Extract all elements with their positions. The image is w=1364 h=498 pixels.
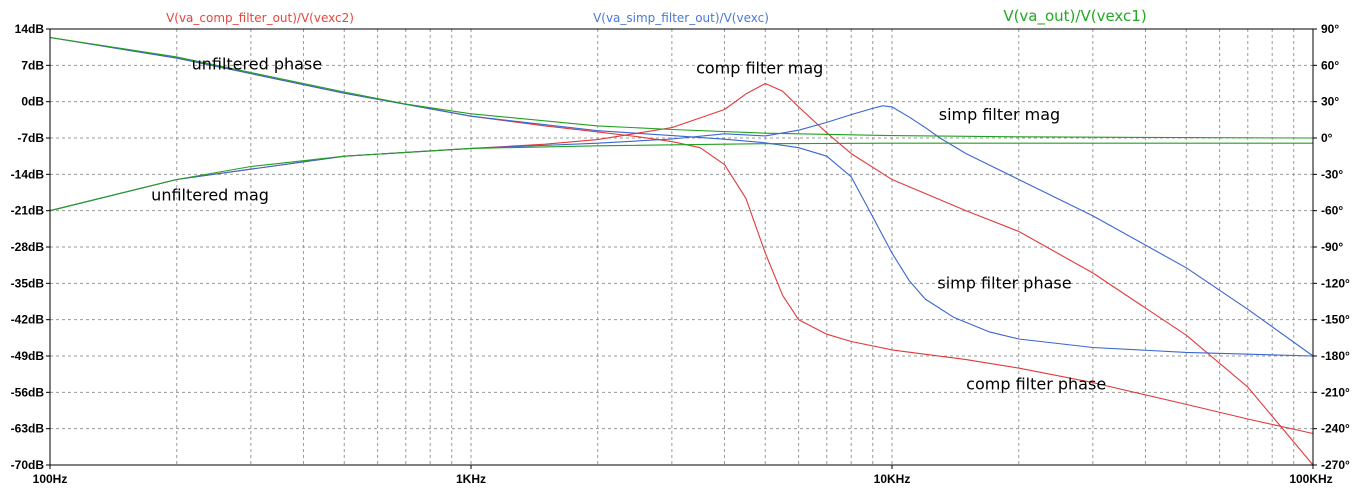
x-tick-label: 1KHz xyxy=(456,472,486,486)
annotation-label-1: unfiltered mag xyxy=(151,185,269,204)
annotation-label-0: unfiltered phase xyxy=(192,54,323,73)
y-left-tick-label: 14dB xyxy=(15,22,45,36)
series-unf_phase xyxy=(49,36,1314,139)
y-left-tick-label: -21dB xyxy=(11,204,45,218)
y-left-tick-label: 7dB xyxy=(21,58,44,72)
series-unf_mag xyxy=(49,142,1313,212)
y-left-tick-label: 0dB xyxy=(21,95,44,109)
trace-header-2: V(va_out)/V(vexc1) xyxy=(1003,7,1146,26)
y-left-tick-label: -49dB xyxy=(11,349,45,363)
y-right-tick-label: 0° xyxy=(1321,131,1333,145)
y-right-tick-label: -120° xyxy=(1321,276,1350,290)
annotation-label-2: comp filter mag xyxy=(696,59,823,78)
x-tick-label: 100KHz xyxy=(1289,472,1332,486)
y-right-tick-label: 60° xyxy=(1321,58,1339,72)
y-right-tick-label: -180° xyxy=(1321,349,1350,363)
y-right-tick-label: -210° xyxy=(1321,385,1350,399)
series-simp_mag xyxy=(49,105,1314,357)
y-left-tick-label: -63dB xyxy=(11,422,45,436)
y-right-tick-label: -30° xyxy=(1321,167,1343,181)
annotation-label-5: comp filter phase xyxy=(966,375,1106,394)
y-right-tick-label: 30° xyxy=(1321,95,1339,109)
trace-header-1: V(va_simp_filter_out)/V(vexc) xyxy=(593,11,769,25)
y-left-tick-label: -14dB xyxy=(11,167,45,181)
y-right-tick-label: -240° xyxy=(1321,422,1350,436)
y-left-tick-label: -42dB xyxy=(11,313,45,327)
y-left-tick-label: -35dB xyxy=(11,276,45,290)
y-left-tick-label: -7dB xyxy=(17,131,44,145)
x-tick-label: 10KHz xyxy=(874,472,911,486)
series-comp_phase xyxy=(49,36,1314,435)
y-left-tick-label: -70dB xyxy=(11,458,45,472)
y-right-tick-label: -90° xyxy=(1321,240,1343,254)
trace-header-0: V(va_comp_filter_out)/V(vexc2) xyxy=(166,11,354,25)
y-right-tick-label: 90° xyxy=(1321,22,1339,36)
series-simp_phase xyxy=(49,36,1314,357)
y-right-tick-label: -270° xyxy=(1321,458,1350,472)
y-right-tick-label: -150° xyxy=(1321,313,1350,327)
annotation-label-3: simp filter mag xyxy=(939,105,1060,124)
y-left-tick-label: -56dB xyxy=(11,385,45,399)
y-left-tick-label: -28dB xyxy=(11,240,45,254)
annotation-label-4: simp filter phase xyxy=(937,274,1071,293)
y-right-tick-label: -60° xyxy=(1321,204,1343,218)
x-tick-label: 100Hz xyxy=(33,472,68,486)
